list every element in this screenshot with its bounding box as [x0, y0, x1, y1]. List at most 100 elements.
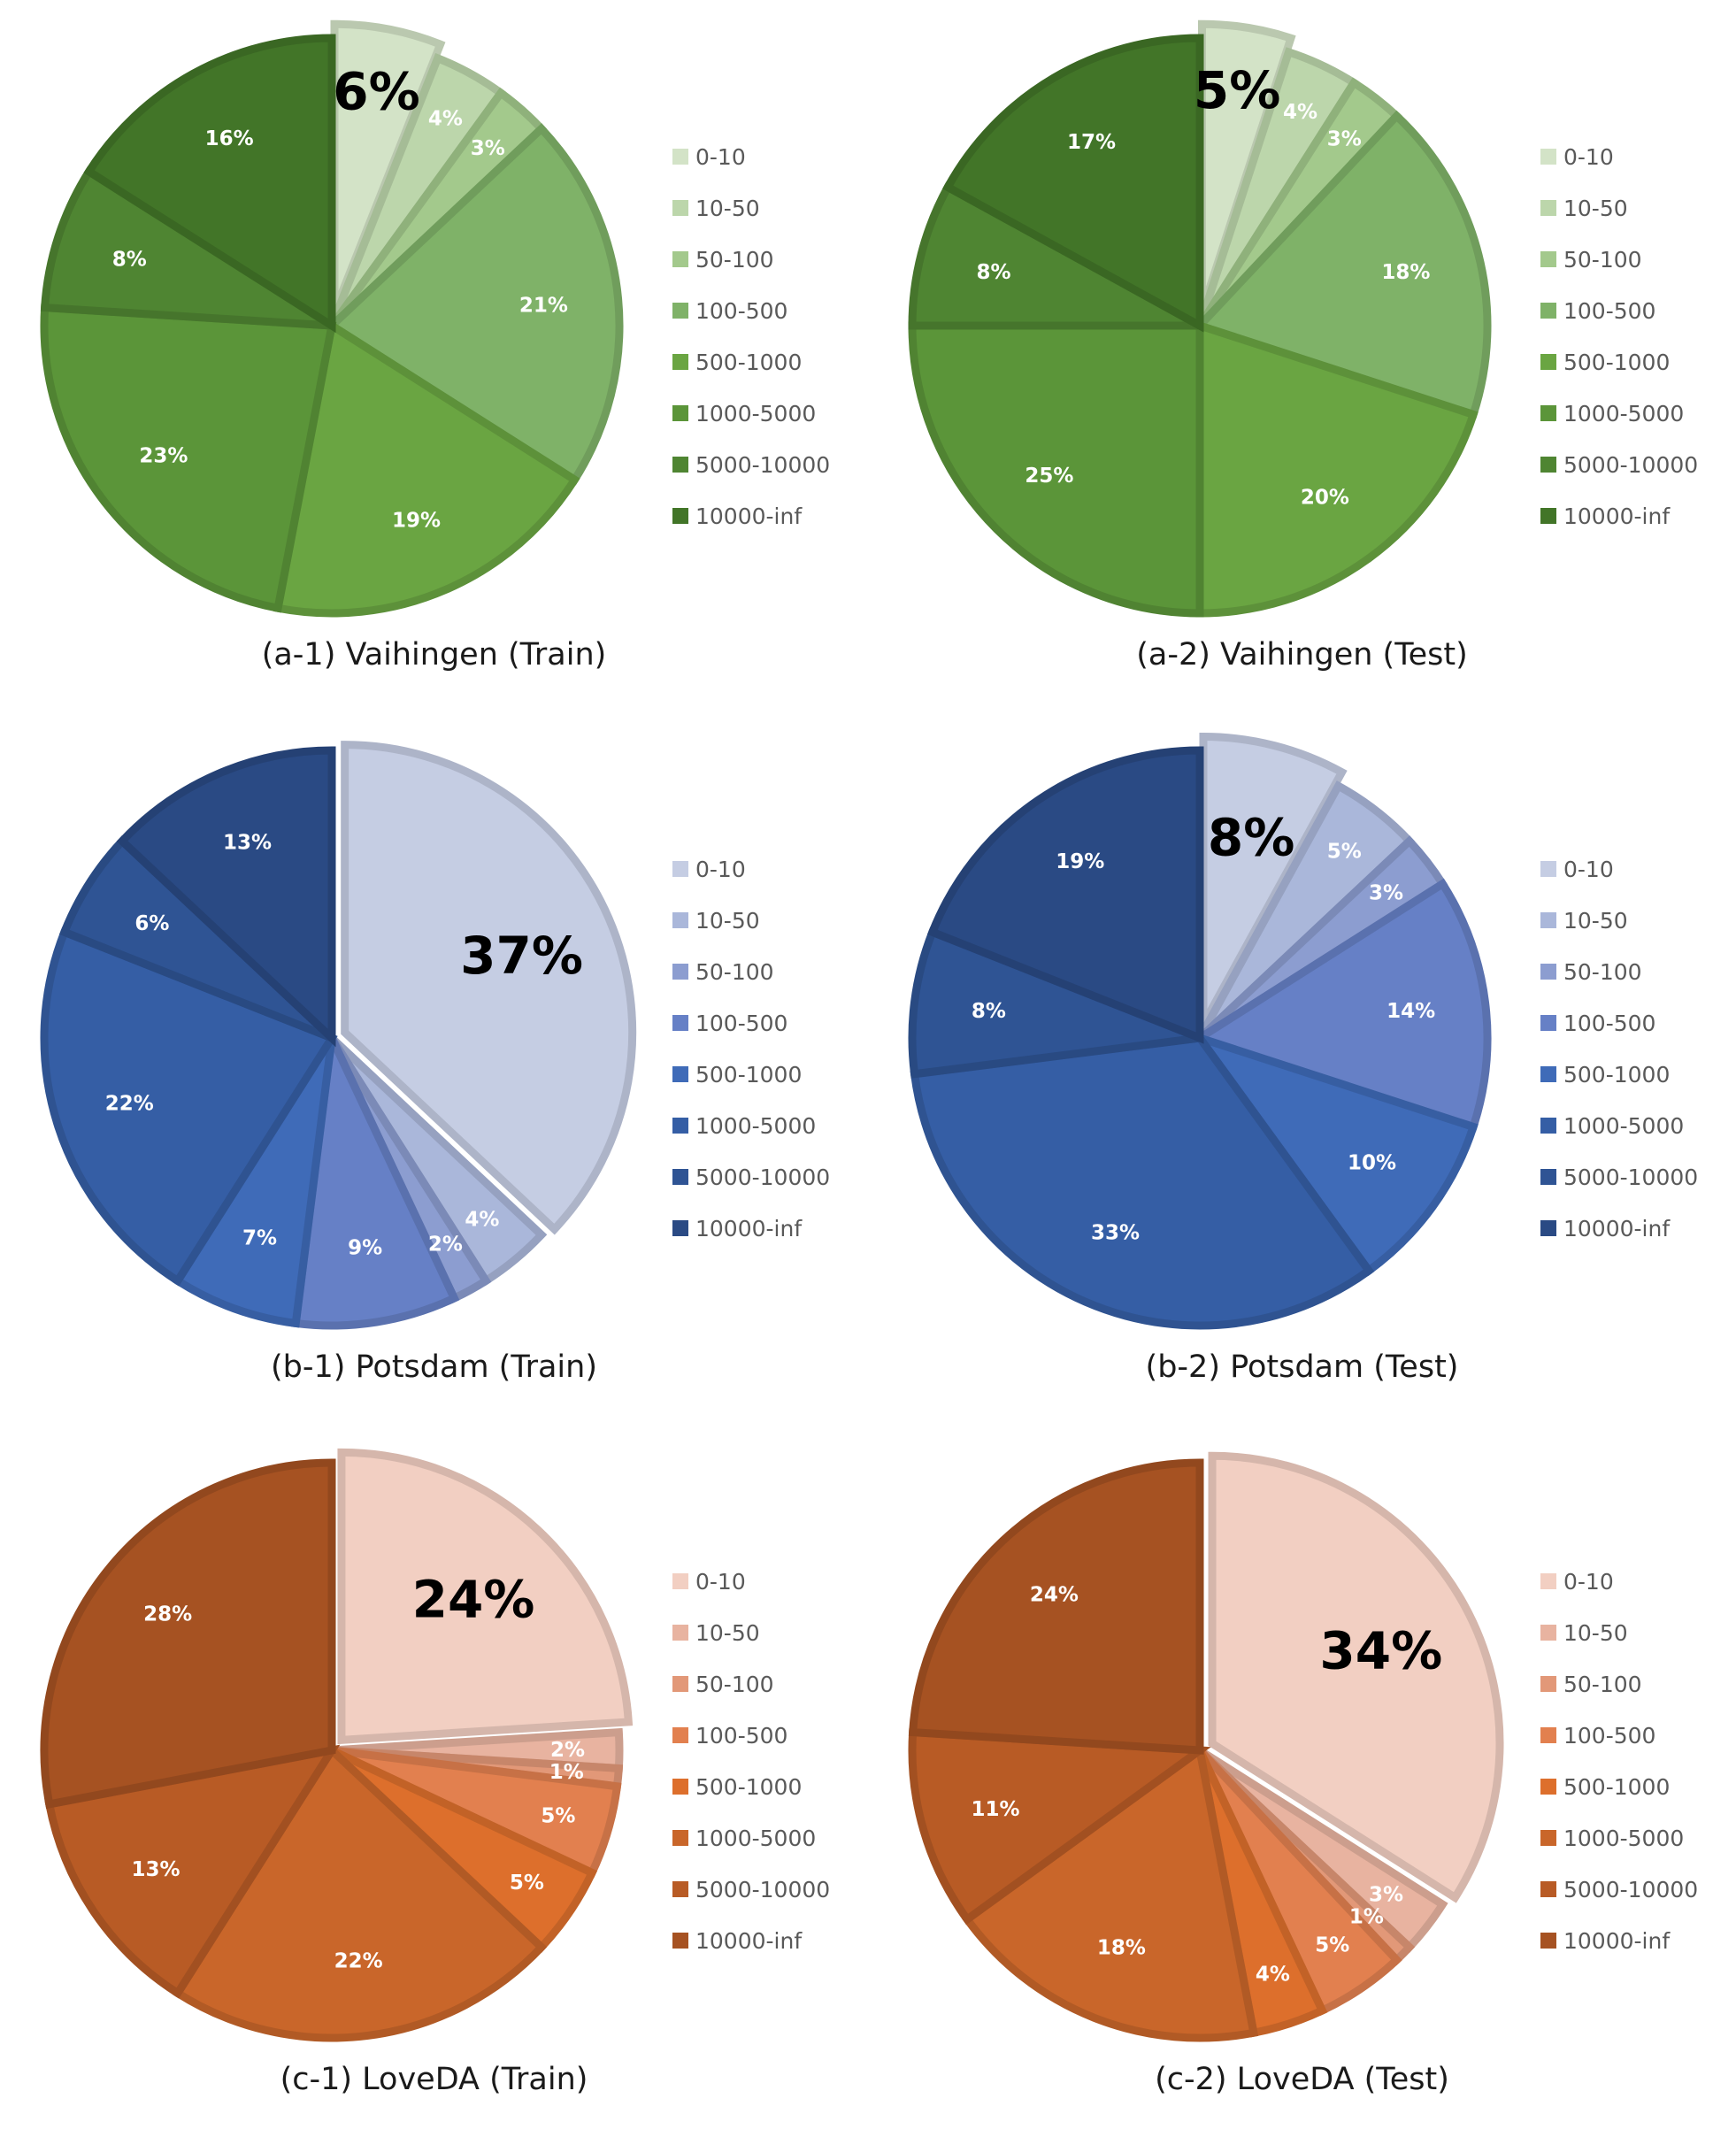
pie-data-label: 19%	[392, 510, 441, 533]
legend-swatch	[1540, 508, 1556, 524]
legend-swatch	[672, 354, 688, 370]
legend-item: 10-50	[1540, 895, 1731, 946]
legend-item: 0-10	[672, 843, 863, 895]
legend-label: 10-50	[1563, 907, 1628, 934]
pie-chart-panel: 5% 4% 3% 18% 20% 25% 8% 17% 0-10 10-50 50-100 100-5…	[868, 0, 1736, 712]
legend-label: 10-50	[1563, 1619, 1628, 1646]
pie-data-label: 37%	[460, 926, 583, 986]
legend-label: 5000-10000	[1563, 1876, 1699, 1903]
legend-swatch	[672, 457, 688, 473]
legend-label: 100-500	[695, 1722, 788, 1749]
pie-chart: 37% 4%2% 9% 7% 22% 6% 13%	[40, 741, 637, 1330]
pie-data-label: 23%	[139, 444, 188, 467]
pie-chart: 6% 4% 3% 21% 19% 23% 8% 16%	[40, 19, 624, 618]
pie-chart-panel: 24% 2% 1% 5% 5% 22% 13% 28% 0-10 10-50 50-100 100-5…	[0, 1425, 868, 2137]
pie-slice-5000-10000	[908, 1727, 1211, 1926]
pie-data-label: 33%	[1091, 1222, 1140, 1245]
legend-label: 500-1000	[1563, 349, 1671, 375]
pie-slice-10000-inf	[908, 1458, 1204, 1755]
legend-swatch	[672, 1625, 688, 1641]
legend-item: 500-1000	[1540, 1761, 1731, 1812]
pie-data-label: 21%	[519, 294, 568, 317]
pie-data-label: 5%	[541, 1804, 575, 1827]
pie-slice-0-10	[1208, 1451, 1504, 1903]
pie-slice-500-1000	[1195, 319, 1479, 618]
chart-legend: 0-10 10-50 50-100 100-500 500-1000 1000-5000 5…	[672, 131, 863, 542]
pie-slice-100-500	[325, 123, 624, 486]
legend-item: 50-100	[1540, 946, 1731, 997]
legend-swatch	[1540, 457, 1556, 473]
pie-data-label: 4%	[1283, 101, 1317, 124]
pie-data-label: 18%	[1097, 1937, 1146, 1960]
pie-data-label: 25%	[1025, 465, 1073, 488]
pie-slice-10000-inf	[83, 34, 336, 334]
pie-data-label: 8%	[977, 261, 1011, 284]
legend-item: 10-50	[672, 895, 863, 946]
pie-data-label: 2%	[428, 1234, 463, 1257]
legend-label: 10-50	[695, 195, 760, 221]
legend-label: 10-50	[695, 1619, 760, 1646]
pie-data-label: 5%	[1327, 840, 1362, 863]
chart-legend: 0-10 10-50 50-100 100-500 500-1000 1000-5000 5…	[1540, 843, 1731, 1254]
pie-data-label: 2%	[550, 1739, 585, 1762]
chart-caption: (a-1) Vaihingen (Train)	[261, 637, 607, 673]
pie-slice-0-10	[337, 1448, 634, 1745]
legend-label: 0-10	[695, 856, 746, 882]
legend-item: 100-500	[672, 285, 863, 336]
legend-label: 0-10	[695, 1568, 746, 1595]
pie-data-label: 4%	[465, 1208, 499, 1231]
pie-data-label: 8%	[1208, 808, 1294, 868]
legend-item: 0-10	[1540, 131, 1731, 182]
legend-label: 1000-5000	[1563, 400, 1685, 427]
legend-label: 50-100	[695, 246, 774, 273]
legend-swatch	[1540, 149, 1556, 165]
legend-label: 10-50	[695, 907, 760, 934]
pie-data-label: 17%	[1067, 131, 1116, 154]
pie-data-label: 1%	[1349, 1905, 1384, 1928]
legend-item: 500-1000	[672, 336, 863, 388]
pie-slice-0-10	[1199, 733, 1348, 1026]
legend-label: 100-500	[1563, 297, 1656, 324]
chart-caption: (c-2) LoveDA (Test)	[1155, 2062, 1449, 2097]
legend-swatch	[672, 1830, 688, 1846]
pie-data-label: 3%	[1369, 882, 1403, 905]
legend-label: 1000-5000	[1563, 1825, 1685, 1851]
legend-swatch	[1540, 1118, 1556, 1134]
legend-swatch	[1540, 1933, 1556, 1949]
legend-item: 10000-inf	[1540, 490, 1731, 542]
pie-data-label: 1%	[549, 1761, 584, 1784]
pie-data-label: 28%	[143, 1603, 192, 1626]
legend-item: 100-500	[1540, 1710, 1731, 1761]
pie-slice-10000-inf	[116, 746, 336, 1048]
legend-item: 10000-inf	[672, 1203, 863, 1254]
legend-swatch	[672, 1933, 688, 1949]
legend-item: 5000-10000	[1540, 1864, 1731, 1915]
legend-label: 50-100	[695, 1671, 774, 1697]
pie-slice-1000-5000	[961, 1743, 1259, 2042]
pie-chart: 8% 5% 3% 14% 10% 33% 8% 19%	[908, 733, 1492, 1330]
pie-slice-10000-inf	[926, 746, 1204, 1044]
pie-data-label: 19%	[1056, 850, 1104, 873]
legend-item: 1000-5000	[1540, 1100, 1731, 1151]
legend-label: 10000-inf	[695, 503, 803, 529]
legend-swatch	[1540, 1830, 1556, 1846]
pie-slice-5000-10000	[44, 1744, 341, 1999]
pie-chart-panel: 37% 4% 2% 9% 7% 22% 6% 13% 0-10 10-50 50-100 100-50…	[0, 712, 868, 1425]
legend-item: 10000-inf	[672, 490, 863, 542]
legend-item: 0-10	[672, 131, 863, 182]
legend-swatch	[1540, 200, 1556, 216]
chart-caption: (c-1) LoveDA (Train)	[280, 2062, 588, 2097]
chart-caption: (b-2) Potsdam (Test)	[1145, 1349, 1459, 1385]
pie-data-label: 4%	[1256, 1963, 1290, 1986]
legend-item: 50-100	[672, 1658, 863, 1710]
legend-label: 1000-5000	[695, 1825, 817, 1851]
legend-label: 10000-inf	[1563, 1927, 1671, 1954]
legend-label: 50-100	[1563, 1671, 1642, 1697]
chart-legend: 0-10 10-50 50-100 100-500 500-1000 1000-5000 5…	[672, 1556, 863, 1966]
pie-data-label: 5%	[1315, 1933, 1349, 1956]
legend-item: 1000-5000	[1540, 1812, 1731, 1864]
legend-label: 100-500	[1563, 1010, 1656, 1036]
legend-item: 10-50	[672, 1607, 863, 1658]
legend-label: 0-10	[1563, 143, 1614, 170]
pie-slice-500-1000	[273, 319, 580, 618]
